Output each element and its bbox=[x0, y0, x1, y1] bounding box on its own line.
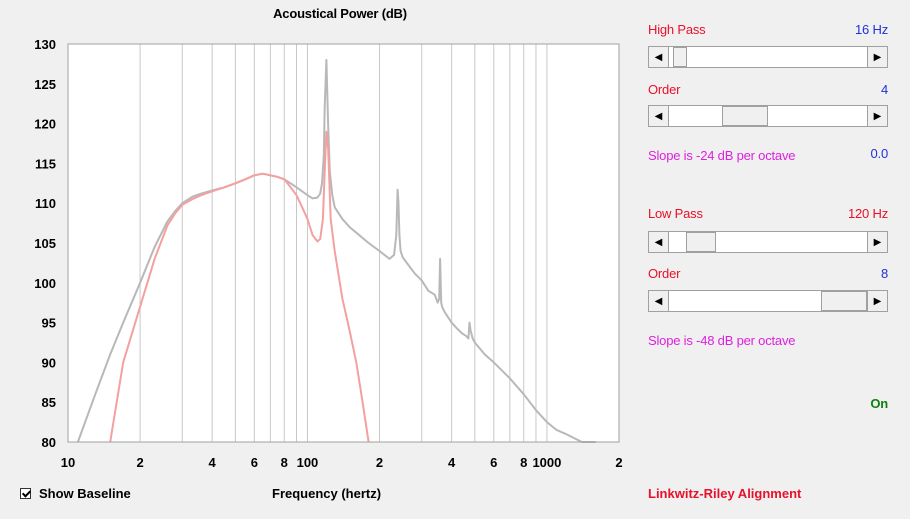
y-tick-label-4: 110 bbox=[35, 196, 56, 211]
y-tick-label-2: 120 bbox=[34, 117, 56, 132]
x-axis-title: Frequency (hertz) bbox=[272, 486, 382, 501]
low-pass-order-slider[interactable]: ◀ ▶ bbox=[648, 290, 888, 312]
high-pass-order-value: 4 bbox=[880, 82, 888, 97]
high-pass-order-label: Order bbox=[648, 82, 681, 97]
show-baseline-label: Show Baseline bbox=[39, 486, 131, 501]
show-baseline-control[interactable]: Show Baseline bbox=[20, 486, 131, 501]
x-tick-label-8: 6 bbox=[490, 455, 497, 470]
y-tick-label-8: 90 bbox=[42, 355, 56, 370]
x-tick-label-11: 2 bbox=[615, 455, 622, 470]
x-tick-label-1: 2 bbox=[136, 455, 143, 470]
high-pass-slope-text: Slope is -24 dB per octave bbox=[648, 148, 796, 163]
low-pass-left-arrow-icon[interactable]: ◀ bbox=[649, 232, 669, 252]
y-tick-label-5: 105 bbox=[34, 236, 56, 251]
plot-frame bbox=[67, 43, 620, 443]
x-tick-label-0: 10 bbox=[61, 455, 75, 470]
high-pass-label: High Pass bbox=[648, 22, 706, 37]
high-pass-value: 16 Hz bbox=[855, 22, 888, 37]
high-pass-slope-value: 0.0 bbox=[870, 146, 889, 161]
y-tick-label-9: 85 bbox=[42, 395, 56, 410]
alignment-label: Linkwitz-Riley Alignment bbox=[648, 486, 802, 501]
y-tick-label-1: 125 bbox=[34, 77, 56, 92]
y-tick-label-10: 80 bbox=[42, 435, 56, 450]
y-tick-labels: 130 125 120 115 110 105 100 95 90 85 80 bbox=[34, 37, 56, 450]
grid-lines bbox=[139, 44, 548, 442]
x-tick-label-9: 8 bbox=[520, 455, 527, 470]
x-tick-label-2: 4 bbox=[209, 455, 217, 470]
filtered-curve bbox=[109, 130, 370, 443]
chart-title: Acoustical Power (dB) bbox=[273, 6, 407, 21]
y-tick-label-3: 115 bbox=[35, 156, 56, 171]
x-tick-label-6: 2 bbox=[376, 455, 383, 470]
x-tick-label-7: 4 bbox=[448, 455, 456, 470]
low-pass-order-slider-thumb[interactable] bbox=[821, 291, 867, 311]
x-tick-label-5: 100 bbox=[297, 455, 319, 470]
frequency-response-chart: 130 125 120 115 110 105 100 95 90 85 80 10 2 4 6 8 100 2… bbox=[34, 37, 623, 470]
low-pass-slope-text: Slope is -48 dB per octave bbox=[648, 333, 796, 348]
low-pass-slider[interactable]: ◀ ▶ bbox=[648, 231, 888, 253]
low-pass-right-arrow-icon[interactable]: ▶ bbox=[867, 232, 887, 252]
high-pass-slider-thumb[interactable] bbox=[672, 47, 687, 67]
x-tick-label-3: 6 bbox=[251, 455, 258, 470]
x-tick-labels: 10 2 4 6 8 100 2 4 6 8 1000 2 bbox=[61, 455, 623, 470]
low-pass-order-left-arrow-icon[interactable]: ◀ bbox=[649, 291, 669, 311]
high-pass-order-left-arrow-icon[interactable]: ◀ bbox=[649, 106, 669, 126]
high-pass-order-right-arrow-icon[interactable]: ▶ bbox=[867, 106, 887, 126]
high-pass-slider[interactable]: ◀ ▶ bbox=[648, 46, 888, 68]
y-tick-label-0: 130 bbox=[34, 37, 56, 52]
high-pass-order-slider-thumb[interactable] bbox=[722, 106, 769, 126]
low-pass-order-value: 8 bbox=[880, 266, 888, 281]
show-baseline-checkbox[interactable] bbox=[20, 488, 31, 499]
low-pass-value: 120 Hz bbox=[848, 206, 888, 221]
high-pass-right-arrow-icon[interactable]: ▶ bbox=[867, 47, 887, 67]
high-pass-left-arrow-icon[interactable]: ◀ bbox=[649, 47, 669, 67]
curves bbox=[76, 58, 596, 443]
y-tick-label-6: 100 bbox=[34, 276, 56, 291]
low-pass-label: Low Pass bbox=[648, 206, 703, 221]
y-tick-label-7: 95 bbox=[42, 316, 56, 331]
low-pass-order-right-arrow-icon[interactable]: ▶ bbox=[867, 291, 887, 311]
low-pass-order-label: Order bbox=[648, 266, 681, 281]
low-pass-slider-thumb[interactable] bbox=[685, 232, 716, 252]
status-indicator: On bbox=[870, 396, 888, 411]
high-pass-order-slider[interactable]: ◀ ▶ bbox=[648, 105, 888, 127]
x-tick-label-10: 1000 bbox=[532, 455, 561, 470]
x-tick-label-4: 8 bbox=[281, 455, 288, 470]
